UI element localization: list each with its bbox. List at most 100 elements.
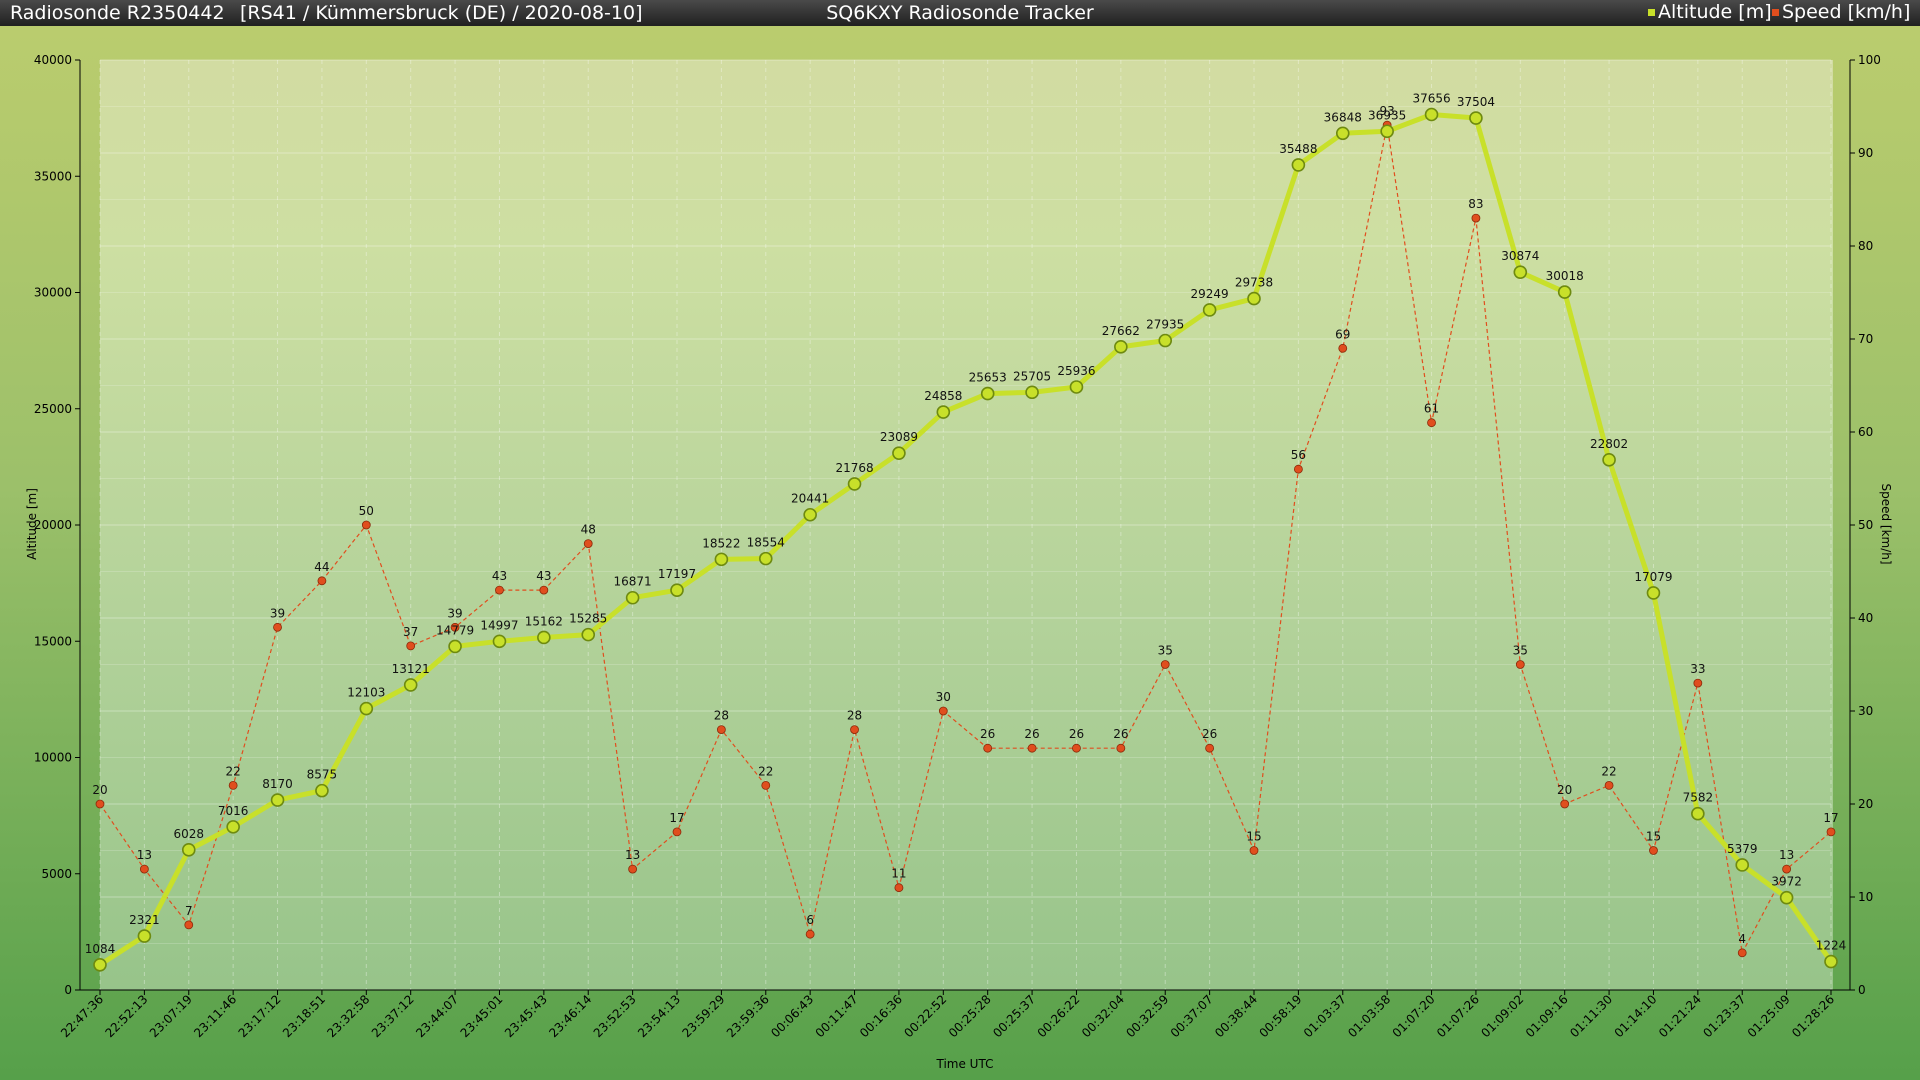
altitude-data-label: 15285 (569, 612, 607, 626)
speed-point (228, 781, 238, 790)
speed-data-label: 56 (1291, 448, 1306, 462)
altitude-data-label: 7016 (218, 804, 249, 818)
altitude-point (758, 551, 773, 566)
speed-data-label: 39 (270, 606, 285, 620)
y-right-tick-label: 60 (1858, 425, 1873, 439)
grid-lines (99, 59, 1832, 990)
speed-data-label: 44 (314, 560, 329, 574)
speed-data-label: 15 (1246, 830, 1261, 844)
altitude-point (1602, 453, 1616, 467)
speed-data-label: 43 (492, 569, 507, 583)
speed-data-label: 83 (1468, 197, 1483, 211)
speed-point (1160, 660, 1170, 669)
altitude-data-label: 36848 (1324, 110, 1362, 124)
speed-data-label: 28 (847, 709, 862, 723)
altitude-point (359, 701, 374, 716)
speed-point (850, 725, 859, 734)
altitude-point (625, 590, 640, 605)
speed-data-label: 26 (1113, 727, 1128, 741)
speed-data-label: 22 (226, 764, 241, 778)
speed-data-label: 33 (1690, 662, 1705, 676)
altitude-point (1069, 380, 1084, 394)
speed-point (1427, 418, 1436, 428)
altitude-data-label: 18554 (747, 536, 785, 550)
header-info: [RS41 / Kümmersbruck (DE) / 2020-08-10] (240, 2, 642, 24)
speed-point (938, 706, 948, 716)
speed-data-label: 13 (625, 848, 640, 862)
speed-data-label: 17 (669, 811, 684, 825)
speed-point (1338, 343, 1348, 353)
altitude-data-label: 14779 (436, 623, 474, 637)
altitude-data-label: 7582 (1683, 791, 1714, 805)
altitude-point (226, 820, 240, 834)
speed-data-label: 93 (1380, 104, 1395, 118)
altitude-point (181, 843, 196, 857)
speed-data-label: 39 (447, 606, 462, 620)
speed-point (184, 920, 194, 930)
altitude-point (670, 583, 684, 597)
altitude-data-label: 8575 (307, 768, 338, 782)
speed-point (450, 622, 460, 632)
legend-altitude-label: Altitude [m] (1658, 1, 1772, 23)
speed-data-label: 35 (1513, 644, 1528, 658)
y-right-tick-label: 20 (1858, 797, 1873, 811)
plot-area (100, 60, 1833, 990)
y-right-tick-label: 40 (1858, 611, 1873, 625)
speed-data-label: 6 (806, 913, 814, 927)
x-axis-label: Time UTC (936, 1057, 994, 1071)
speed-data-label: 69 (1335, 327, 1350, 341)
speed-point (1249, 846, 1259, 855)
altitude-series: 1084 2321 6028 7016 8170 8575 12103 13121 14779 1… (85, 91, 1846, 972)
altitude-data-label: 8170 (262, 777, 293, 791)
speed-point (894, 883, 904, 893)
speed-data-label: 7 (185, 904, 193, 918)
speed-data-label: 20 (92, 783, 107, 797)
altitude-point (1735, 858, 1750, 872)
altitude-data-label: 2321 (129, 913, 160, 927)
altitude-data-label: 24858 (924, 389, 962, 403)
speed-point (672, 827, 682, 837)
speed-point (1693, 678, 1703, 688)
altitude-point (1557, 285, 1572, 299)
speed-data-label: 26 (980, 727, 995, 741)
speed-point (1471, 213, 1481, 223)
altitude-point (137, 929, 152, 943)
altitude-point (980, 386, 995, 401)
speed-point (1116, 743, 1126, 753)
speed-point (761, 781, 771, 790)
speed-point (1604, 781, 1614, 790)
altitude-data-label: 3972 (1771, 875, 1802, 889)
speed-point (628, 864, 638, 874)
y-axis-left-ticks: 0 5000 10000 15000 20000 25000 30000 35000 40000 (34, 53, 80, 997)
altitude-data-label: 1084 (85, 942, 116, 956)
altitude-point (1291, 158, 1306, 172)
speed-point (539, 585, 549, 595)
altitude-point (403, 678, 418, 692)
altitude-point (1691, 806, 1705, 821)
altitude-data-label: 29738 (1235, 276, 1273, 290)
altitude-data-label: 17197 (658, 567, 696, 581)
y-right-tick-label: 90 (1858, 146, 1873, 160)
speed-data-label: 17 (1823, 811, 1838, 825)
speed-data-label: 26 (1024, 727, 1039, 741)
y-left-tick-label: 25000 (34, 402, 72, 416)
speed-point (583, 539, 593, 548)
altitude-point (270, 793, 285, 807)
speed-point (805, 929, 815, 939)
y-left-tick-label: 40000 (34, 53, 72, 67)
altitude-point (714, 552, 729, 567)
speed-point (1737, 948, 1747, 958)
speed-point (1072, 743, 1081, 753)
speed-point (716, 725, 726, 734)
altitude-data-label: 35488 (1279, 142, 1317, 156)
altitude-data-label: 20441 (791, 492, 829, 506)
y-left-tick-label: 5000 (41, 867, 72, 881)
altitude-point (581, 627, 596, 642)
speed-data-label: 22 (758, 764, 773, 778)
y-left-tick-label: 15000 (34, 634, 72, 648)
altitude-point (1025, 385, 1039, 400)
altitude-data-label: 37504 (1457, 95, 1495, 109)
altitude-point (448, 639, 462, 654)
altitude-data-label: 27662 (1102, 324, 1140, 338)
speed-data-label: 15 (1646, 830, 1661, 844)
